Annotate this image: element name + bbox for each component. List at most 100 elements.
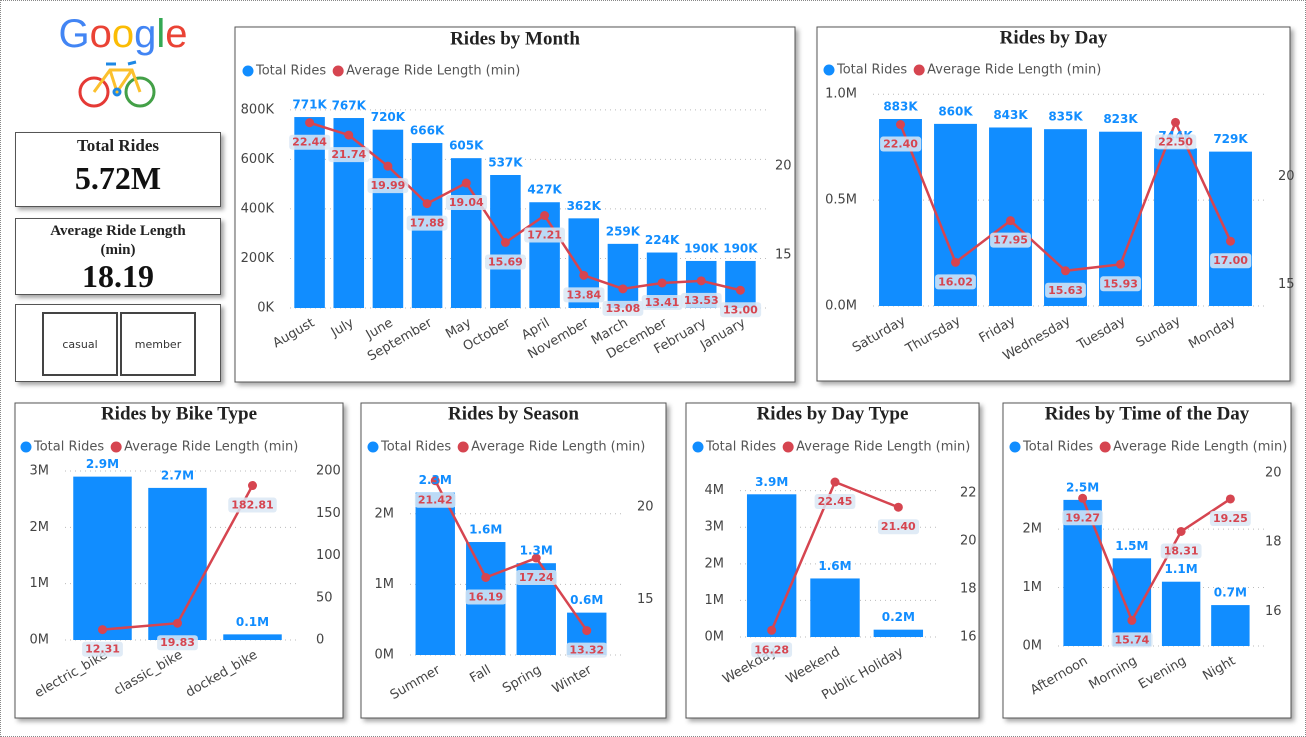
- bike-icon: [78, 60, 156, 108]
- chart-title: Rides by Day: [1000, 27, 1108, 48]
- y-tick-label: 200K: [241, 251, 275, 266]
- bar: [333, 118, 365, 308]
- data-label-bg: [935, 274, 976, 290]
- data-label: 21.40: [881, 520, 916, 533]
- line-point: [98, 625, 107, 635]
- line-point: [1176, 526, 1186, 536]
- data-label: 17.88: [410, 217, 445, 230]
- legend-label: Total Rides: [1022, 440, 1093, 455]
- data-label: 1.5M: [1115, 539, 1148, 553]
- y2-tick-label: 50: [316, 590, 333, 605]
- data-label: 259K: [606, 224, 641, 238]
- bar: [1044, 129, 1087, 306]
- y-tick-label: 0K: [257, 301, 274, 316]
- bar: [746, 494, 797, 637]
- bar: [148, 487, 207, 640]
- chart-title: Rides by Season: [448, 403, 579, 424]
- data-label: 17.95: [993, 234, 1028, 247]
- line-point: [830, 477, 840, 487]
- y-tick-label: 0M: [1023, 639, 1043, 654]
- data-label: 16.19: [468, 590, 503, 603]
- data-label: 22.40: [883, 138, 918, 151]
- y2-tick-label: 20: [1278, 169, 1295, 184]
- data-label-bg: [880, 136, 922, 152]
- logo-text: Google: [58, 12, 187, 56]
- chart-title: Rides by Month: [450, 28, 580, 49]
- y-tick-label: 600K: [241, 152, 275, 167]
- y-tick-label: 2M: [30, 520, 50, 535]
- bar: [223, 634, 282, 640]
- line: [434, 480, 588, 632]
- data-label-bg: [641, 294, 683, 310]
- data-label: 22.44: [292, 136, 327, 149]
- data-label: 1.1M: [1165, 562, 1198, 576]
- y-tick-label: 1M: [705, 593, 725, 608]
- data-label: 16.02: [938, 275, 973, 288]
- card-label: Average Ride Length (min): [50, 223, 186, 258]
- data-label-bg: [515, 570, 557, 586]
- data-label: 13.32: [569, 644, 604, 657]
- legend-marker: [1009, 441, 1021, 453]
- bar: [1161, 581, 1201, 646]
- legend-label: Average Ride Length (min): [124, 440, 298, 455]
- data-label: 12.31: [85, 643, 120, 656]
- line-point: [582, 626, 592, 636]
- data-label-bg: [602, 300, 644, 316]
- y-tick-label: 2M: [375, 506, 395, 521]
- data-label: 2.7M: [161, 468, 194, 482]
- y2-tick-label: 20: [637, 500, 654, 515]
- y2-tick-label: 20: [960, 533, 977, 548]
- y-tick-label: 3M: [705, 520, 725, 535]
- data-label: 13.84: [566, 288, 601, 301]
- data-label: 0.7M: [1214, 586, 1247, 600]
- legend-marker: [782, 441, 794, 453]
- card-label: Total Rides: [76, 136, 160, 155]
- line-point: [735, 285, 745, 295]
- data-label: 1.3M: [520, 544, 553, 558]
- line-point: [344, 130, 354, 140]
- line-point: [579, 270, 589, 280]
- data-label: 3.9M: [755, 475, 788, 489]
- legend-marker: [692, 441, 704, 453]
- data-label: 19.04: [449, 196, 484, 209]
- legend-label: Average Ride Length (min): [927, 63, 1101, 78]
- y-tick-label: 3M: [30, 464, 50, 479]
- line-point: [481, 572, 491, 582]
- line-point: [461, 178, 471, 188]
- chart-title: Rides by Bike Type: [101, 403, 257, 424]
- data-label-bg: [1209, 510, 1251, 526]
- slicer-button[interactable]: member: [120, 312, 196, 376]
- chart-title: Rides by Day Type: [757, 403, 909, 424]
- data-label-bg: [157, 635, 198, 651]
- y2-tick-label: 22: [960, 485, 977, 500]
- legend-label: Total Rides: [836, 63, 907, 78]
- data-label-bg: [563, 287, 605, 303]
- panel: [360, 402, 667, 719]
- y2-tick-label: 15: [637, 592, 654, 607]
- data-label-bg: [720, 302, 762, 318]
- data-label: 771K: [292, 98, 327, 112]
- data-label: 19.25: [1213, 512, 1248, 525]
- data-label: 767K: [332, 99, 367, 113]
- line-point: [248, 481, 257, 491]
- data-label: 224K: [645, 233, 680, 247]
- data-label: 2.5M: [1066, 480, 1099, 494]
- card-value: 18.19: [82, 258, 154, 294]
- data-label-bg: [406, 215, 448, 231]
- data-label-bg: [566, 642, 608, 658]
- data-label-bg: [328, 147, 370, 163]
- y-tick-label: 4M: [705, 483, 725, 498]
- data-label: 13.00: [723, 303, 758, 316]
- data-label: 17.00: [1213, 254, 1248, 267]
- legend-label: Average Ride Length (min): [1113, 440, 1287, 455]
- y-tick-label: 2M: [1023, 522, 1043, 537]
- data-label-bg: [414, 492, 456, 508]
- line-point: [1225, 494, 1235, 504]
- data-label: 0.1M: [236, 615, 269, 629]
- slicer-button[interactable]: casual: [42, 312, 118, 376]
- y2-tick-label: 16: [1265, 604, 1282, 619]
- line-point: [1127, 615, 1137, 625]
- data-label: 427K: [527, 183, 562, 197]
- legend-marker: [367, 441, 379, 453]
